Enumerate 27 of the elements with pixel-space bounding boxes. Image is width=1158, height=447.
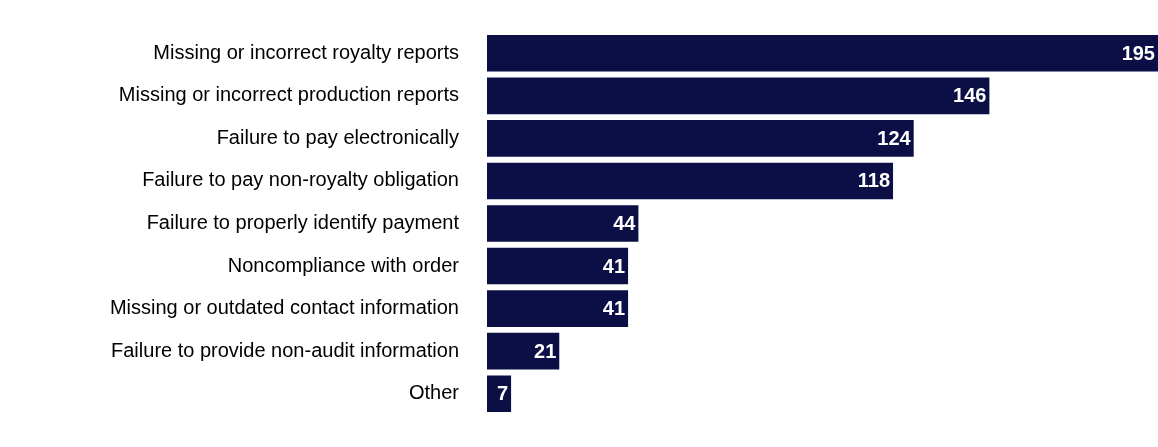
- data-label: 41: [602, 254, 626, 277]
- y-tick-label: Missing or outdated contact information: [109, 296, 459, 319]
- y-tick-label: Failure to properly identify payment: [146, 211, 460, 234]
- data-label: 7: [496, 382, 509, 405]
- data-label: 21: [534, 339, 557, 362]
- y-tick-label: Other: [408, 381, 460, 404]
- data-label: 44: [613, 212, 637, 235]
- bar: [487, 120, 914, 157]
- y-tick-label: Failure to provide non-audit information: [111, 338, 459, 361]
- bar: [487, 34, 1158, 72]
- y-tick-label: Missing or incorrect royalty reports: [153, 40, 459, 63]
- y-tick-label: Failure to pay electronically: [216, 125, 459, 148]
- data-label: 146: [953, 84, 987, 107]
- bar: [487, 247, 629, 285]
- bar: [487, 162, 894, 200]
- data-label: 41: [602, 297, 626, 320]
- data-label: 195: [1121, 41, 1155, 64]
- y-tick-label: Noncompliance with order: [227, 253, 460, 276]
- bar: [487, 332, 560, 370]
- bar: [487, 290, 629, 327]
- y-tick-label: Missing or incorrect production reports: [118, 83, 459, 106]
- bar: [487, 375, 512, 413]
- bar: [487, 77, 990, 115]
- bar: [487, 205, 639, 242]
- y-tick-label: Failure to pay non-royalty obligation: [142, 168, 459, 191]
- data-label: 124: [877, 126, 912, 149]
- data-label: 118: [857, 169, 891, 192]
